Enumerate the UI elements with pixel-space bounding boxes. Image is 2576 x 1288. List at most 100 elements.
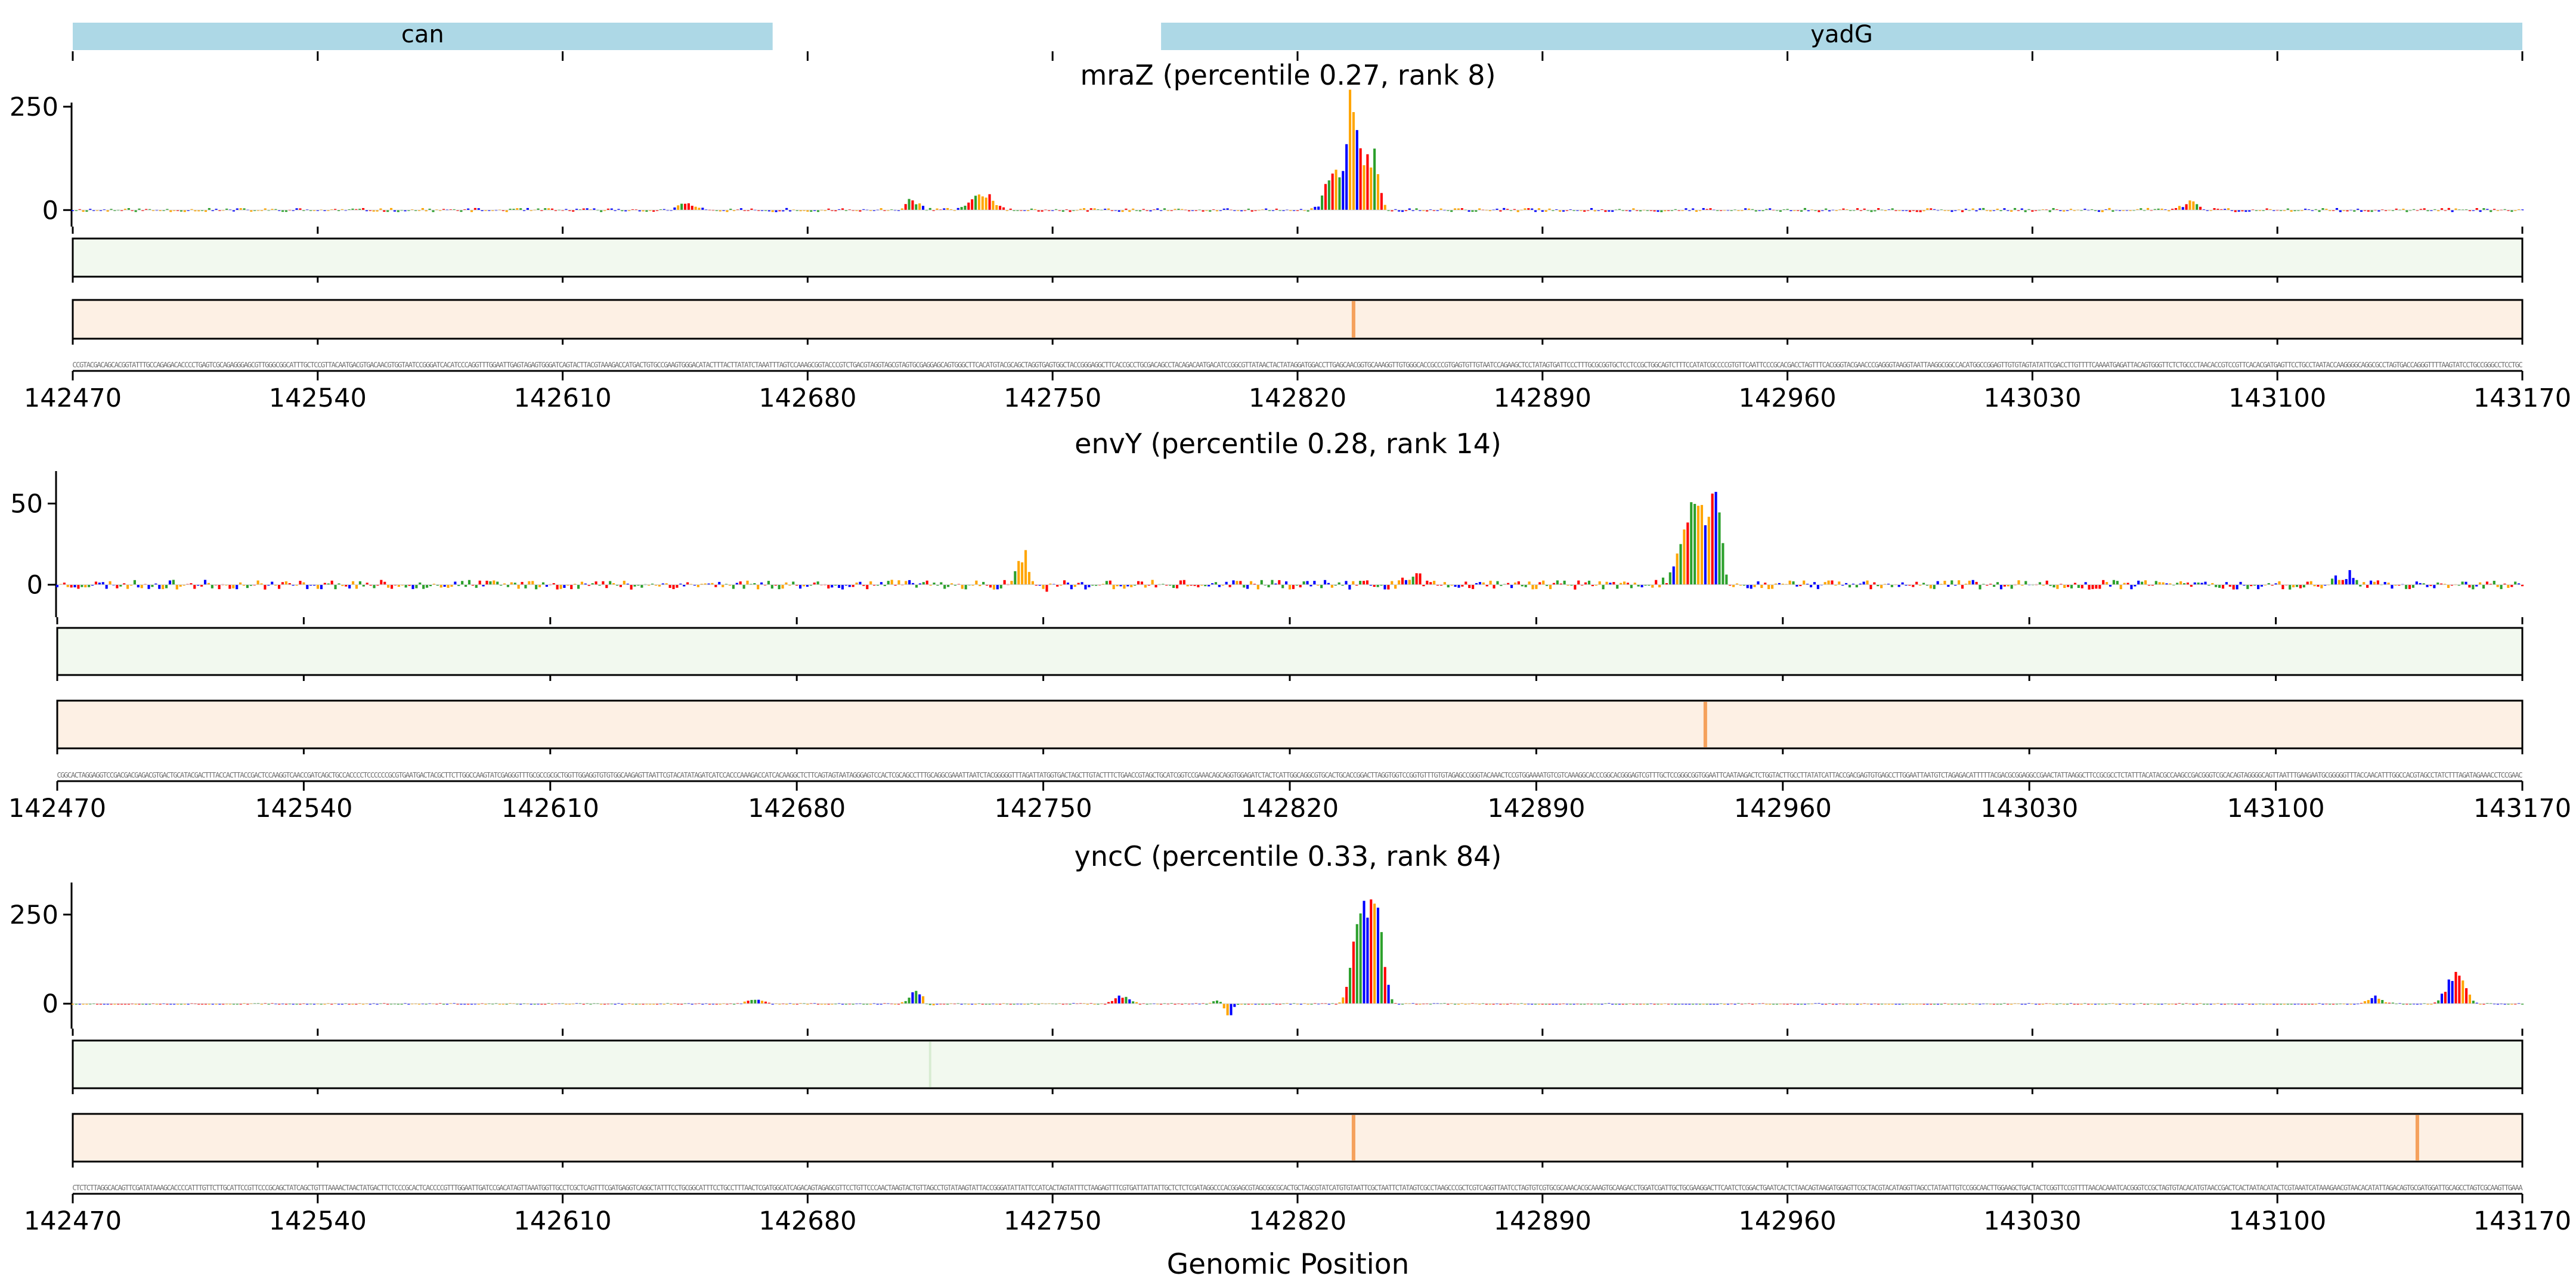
sequence-base: G [1765, 771, 1769, 779]
attribution-mark [887, 581, 890, 585]
attribution-mark [63, 583, 66, 585]
attribution-mark [1718, 512, 1721, 585]
sequence-base: C [2427, 771, 2431, 779]
sequence-base: T [1416, 1184, 1420, 1192]
sequence-base: C [562, 1184, 566, 1192]
sequence-base: A [818, 771, 822, 779]
attribution-mark [1086, 1004, 1089, 1005]
sequence-base: T [1675, 361, 1679, 369]
attribution-mark [2147, 1004, 2150, 1005]
attribution-mark [380, 580, 383, 585]
attribution-mark [1335, 1004, 1337, 1005]
sequence-base: C [2518, 771, 2522, 779]
sequence-base: C [335, 361, 339, 369]
attribution-mark [1642, 1004, 1646, 1005]
attribution-mark [676, 584, 679, 588]
attribution-mark [2462, 980, 2464, 1004]
sequence-base: G [2417, 361, 2421, 369]
attribution-mark [337, 1004, 340, 1005]
attribution-mark [677, 1004, 680, 1005]
sequence-base: G [272, 361, 276, 369]
sequence-base: A [2459, 771, 2463, 779]
sequence-base: T [1465, 1184, 1469, 1192]
attribution-mark [649, 210, 652, 211]
sequence-base: A [1210, 361, 1215, 369]
attribution-mark [1947, 210, 1950, 211]
sequence-base: C [1798, 361, 1802, 369]
sequence-base: C [723, 771, 727, 779]
attribution-mark [2052, 584, 2055, 588]
attribution-mark [813, 210, 816, 211]
sequence-base: C [874, 1184, 878, 1192]
attribution-mark [1475, 583, 1478, 585]
sequence-base: T [1651, 1184, 1655, 1192]
attribution-mark [1104, 209, 1107, 210]
sequence-base: T [205, 771, 209, 779]
sequence-base: A [2001, 771, 2005, 779]
attribution-mark [239, 208, 242, 210]
sequence-base: C [2159, 771, 2163, 779]
sequence-base: C [1770, 361, 1774, 369]
attribution-mark [417, 210, 421, 211]
attribution-mark [1274, 583, 1277, 585]
attribution-mark [1765, 1004, 1768, 1005]
sequence-base: A [934, 771, 939, 779]
attribution-mark [92, 210, 95, 211]
sequence-base: C [258, 771, 262, 779]
sequence-base: G [2403, 1184, 2407, 1192]
sequence-base: C [980, 771, 984, 779]
attribution-mark [2457, 584, 2460, 586]
sequence-base: G [1266, 1184, 1270, 1192]
sequence-base: C [148, 771, 153, 779]
attribution-mark [338, 583, 340, 585]
attribution-mark [501, 210, 504, 211]
attribution-mark [1317, 206, 1320, 210]
attribution-mark [950, 583, 953, 585]
sequence-base: A [146, 1184, 151, 1192]
sequence-base: T [191, 1184, 196, 1192]
attribution-mark [2073, 210, 2076, 211]
sequence-base: T [1761, 771, 1766, 779]
attribution-mark [2165, 583, 2168, 585]
attribution-mark [735, 583, 738, 585]
attribution-mark [1429, 1004, 1432, 1005]
attribution-mark [1688, 210, 1691, 211]
sequence-base: T [1815, 1184, 1819, 1192]
sequence-base: G [534, 361, 538, 369]
attribution-mark [1803, 208, 1806, 210]
sequence-base: A [1724, 1184, 1729, 1192]
sequence-base: G [789, 771, 794, 779]
sequence-base: G [1878, 1184, 1883, 1192]
attribution-mark [471, 584, 474, 586]
attribution-mark [1636, 1004, 1639, 1005]
sequence-base: G [2431, 1184, 2435, 1192]
sequence-base: C [1119, 1184, 1123, 1192]
attribution-mark [236, 208, 239, 210]
attribution-mark [2129, 210, 2132, 211]
x-tick-label: 142470 [24, 1206, 122, 1236]
attribution-mark [138, 208, 141, 210]
sequence-base: C [153, 361, 157, 369]
attribution-mark [473, 1003, 476, 1005]
gene-bar-yadG [1161, 23, 2522, 50]
attribution-mark [488, 210, 491, 211]
attribution-mark [2206, 210, 2209, 211]
sequence-base: T [1171, 361, 1175, 369]
attribution-mark [1940, 584, 1943, 585]
sequence-base: C [1510, 1184, 1515, 1192]
sequence-base: C [2182, 1184, 2187, 1192]
sequence-base: C [1525, 361, 1529, 369]
sequence-base: A [793, 1184, 798, 1192]
sequence-base: C [618, 361, 623, 369]
attribution-mark [1849, 210, 1852, 211]
sequence-base: G [104, 1184, 108, 1192]
attribution-mark [2317, 584, 2320, 587]
attribution-mark [133, 580, 136, 585]
sequence-base: C [2218, 1184, 2222, 1192]
sequence-base: T [2046, 361, 2050, 369]
sequence-base: C [2444, 771, 2448, 779]
sequence-base: G [1346, 1184, 1350, 1192]
attribution-mark [1482, 582, 1485, 585]
attribution-mark [109, 581, 112, 585]
sequence-base: C [57, 771, 61, 779]
